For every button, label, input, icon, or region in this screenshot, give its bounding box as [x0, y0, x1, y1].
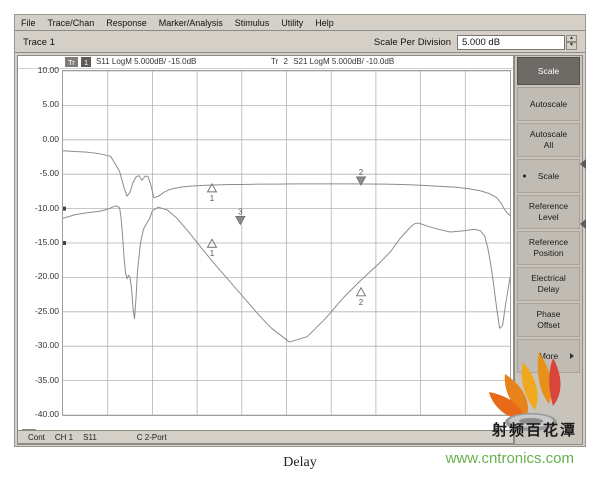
plot-marker[interactable]: 2	[355, 168, 367, 186]
scale-bar: Trace 1 Scale Per Division 5.000 dB ▲ ▼	[15, 32, 585, 53]
softkey-label: More	[538, 350, 559, 361]
brand-name-text: 射频百花潭	[491, 421, 577, 439]
menu-item-trace-chan[interactable]: Trace/Chan	[47, 17, 95, 28]
scroll-arrow-down-icon[interactable]	[580, 219, 586, 229]
plot-area: 10.00 5.00 0.00 -5.00 -10.00 -15.00 -20.00 -25.…	[18, 65, 513, 430]
softkey-reference-level[interactable]: Reference Level	[517, 195, 580, 229]
plot-marker[interactable]: 2	[355, 286, 367, 307]
softkey-label: Autoscale	[529, 129, 568, 139]
plot-marker[interactable]: 1	[206, 182, 218, 203]
trace1-tag: Tr	[65, 57, 78, 67]
trace2-number[interactable]: 2	[283, 57, 288, 66]
menu-item-marker-analysis[interactable]: Marker/Analysis	[158, 17, 223, 28]
status-channel: CH 1	[54, 432, 74, 442]
softkey-label: Reference	[528, 237, 569, 247]
trace1-number[interactable]: 1	[81, 57, 92, 67]
y-axis-tick-label: 0.00	[42, 133, 59, 144]
menu-item-response[interactable]: Response	[106, 17, 147, 28]
scale-per-division-input[interactable]: 5.000 dB	[457, 34, 565, 50]
trace-header: Tr 1 S11 LogM 5.000dB/ -15.0dB Tr 2 S21 …	[18, 56, 513, 69]
marker-number-label: 2	[359, 298, 364, 307]
softkey-header-scale[interactable]: Scale	[517, 57, 580, 85]
reference-level-marker	[63, 206, 66, 211]
softkey-label: Reference	[528, 201, 569, 211]
stepper-down-icon[interactable]: ▼	[566, 42, 577, 50]
marker-triangle-up-icon	[355, 286, 367, 297]
y-axis-tick-label: 10.00	[37, 65, 59, 75]
trace-svg: 1 2 3 1 2	[63, 71, 510, 415]
vna-window: File Trace/Chan Response Marker/Analysis…	[14, 14, 586, 447]
softkey-label: Electrical	[531, 273, 566, 283]
softkey-label: Phase	[536, 309, 561, 319]
menu-item-stimulus[interactable]: Stimulus	[234, 17, 270, 28]
chevron-right-icon	[570, 353, 574, 359]
menu-item-utility[interactable]: Utility	[281, 17, 304, 28]
softkey-more[interactable]: More	[517, 339, 580, 373]
plot-marker[interactable]: 1	[206, 238, 218, 258]
y-axis-tick-label: -10.00	[34, 202, 59, 213]
y-axis-tick-label: -20.00	[34, 271, 59, 282]
marker-triangle-down-icon	[355, 176, 367, 186]
plot-grid[interactable]: 1 2 3 1 2	[62, 70, 511, 416]
marker-number-label: 3	[238, 207, 243, 216]
trace1-format: S11 LogM 5.000dB/ -15.0dB	[96, 57, 197, 66]
graph-panel: Tr 1 S11 LogM 5.000dB/ -15.0dB Tr 2 S21 …	[17, 55, 514, 445]
menu-item-help[interactable]: Help	[315, 17, 334, 28]
plot-marker[interactable]: 3	[235, 207, 246, 226]
softkey-scale[interactable]: Scale	[517, 159, 580, 193]
y-axis-tick-label: -5.00	[39, 168, 59, 179]
selected-bullet-icon	[523, 174, 526, 178]
marker-triangle-up-icon	[206, 238, 218, 248]
menu-bar: File Trace/Chan Response Marker/Analysis…	[15, 15, 585, 31]
reference-level-marker	[63, 241, 66, 245]
y-axis-tick-label: 5.00	[42, 99, 59, 110]
y-axis-tick-label: -35.00	[34, 374, 59, 385]
scale-stepper[interactable]: ▲ ▼	[566, 34, 577, 50]
y-axis-tick-label: -40.00	[34, 409, 59, 419]
marker-number-label: 1	[210, 249, 215, 258]
softkey-autoscale[interactable]: Autoscale	[517, 87, 580, 121]
softkey-label-2: Offset	[537, 320, 560, 330]
softkey-autoscale-all[interactable]: Autoscale All	[517, 123, 580, 157]
scroll-arrow-up-icon[interactable]	[580, 159, 586, 169]
y-axis-tick-label: -30.00	[34, 340, 59, 351]
active-trace-label: Trace 1	[23, 36, 55, 48]
softkey-electrical-delay[interactable]: Electrical Delay	[517, 267, 580, 301]
trace2-tag-text: Tr 2 S21 LogM 5.000dB/ -10.0dB	[271, 57, 394, 66]
stepper-up-icon[interactable]: ▲	[566, 34, 577, 42]
trace-line	[63, 205, 510, 343]
softkey-label-2: Level	[538, 212, 559, 222]
trace2-tag: Tr	[271, 57, 279, 66]
y-axis-tick-label: -15.00	[34, 237, 59, 247]
marker-number-label: 2	[359, 168, 364, 177]
softkey-phase-offset[interactable]: Phase Offset	[517, 303, 580, 337]
trace2-format: S21 LogM 5.000dB/ -10.0dB	[293, 57, 395, 66]
marker-number-label: 1	[210, 194, 215, 203]
softkey-label: Autoscale	[529, 98, 568, 109]
softkey-label-2: Delay	[537, 284, 560, 294]
menu-item-file[interactable]: File	[21, 17, 36, 28]
status-cal-state: C 2-Port	[136, 432, 167, 442]
softkey-panel: Scale Autoscale Autoscale All Scale Refe…	[514, 55, 583, 445]
site-watermark: www.cntronics.com	[445, 450, 574, 467]
status-bar: Cont CH 1 S11 C 2-Port	[17, 430, 514, 444]
softkey-reference-position[interactable]: Reference Position	[517, 231, 580, 265]
y-axis-labels: 10.00 5.00 0.00 -5.00 -10.00 -15.00 -20.00 -25.…	[18, 65, 62, 419]
marker-triangle-down-icon	[235, 216, 246, 226]
figure-caption: Delay	[283, 455, 317, 470]
softkey-label-2: All	[543, 140, 554, 150]
y-axis-tick-label: -25.00	[34, 305, 59, 316]
scale-per-division-label: Scale Per Division	[373, 36, 451, 48]
softkey-label: Scale	[537, 170, 560, 181]
trace-line	[63, 150, 510, 216]
status-parameter: S11	[83, 432, 97, 442]
marker-triangle-up-icon	[206, 182, 218, 193]
softkey-label-2: Position	[533, 248, 564, 258]
status-sweep-mode: Cont	[28, 432, 45, 442]
